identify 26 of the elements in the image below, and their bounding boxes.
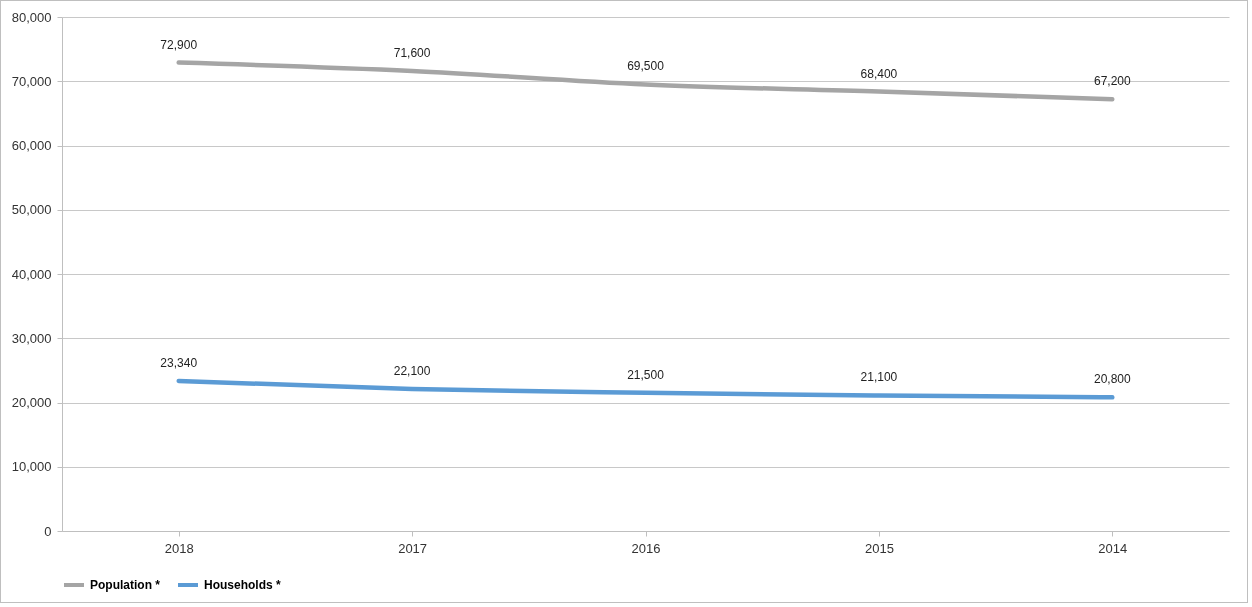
x-tick-label: 2014: [1098, 540, 1128, 556]
data-label: 21,500: [627, 367, 665, 382]
data-label: 21,100: [860, 370, 898, 385]
data-label: 23,340: [160, 356, 198, 371]
data-label: 72,900: [160, 37, 198, 52]
y-tick-label: 40,000: [11, 266, 52, 282]
data-label: 67,200: [1093, 74, 1131, 89]
y-tick-label: 80,000: [11, 9, 52, 25]
y-tick-label: 70,000: [11, 73, 52, 89]
x-tick-label: 2016: [631, 540, 661, 556]
x-tick-label: 2017: [398, 540, 428, 556]
y-tick-label: 60,000: [11, 138, 52, 153]
x-tick-label: 2018: [164, 540, 194, 556]
data-label: 22,100: [393, 364, 431, 379]
x-tick-label: 2015: [864, 540, 894, 556]
data-label: 69,500: [627, 59, 665, 74]
data-label: 68,400: [860, 66, 898, 81]
data-label: 20,800: [1093, 372, 1131, 387]
y-tick-label: 20,000: [11, 395, 52, 410]
y-tick-label: 0: [44, 523, 52, 539]
data-label: 71,600: [393, 45, 431, 60]
y-tick-label: 30,000: [11, 330, 52, 346]
legend-label: Population *: [90, 578, 161, 592]
legend-label: Households *: [204, 578, 282, 592]
y-tick-label: 10,000: [11, 459, 52, 475]
y-tick-label: 50,000: [11, 202, 52, 218]
